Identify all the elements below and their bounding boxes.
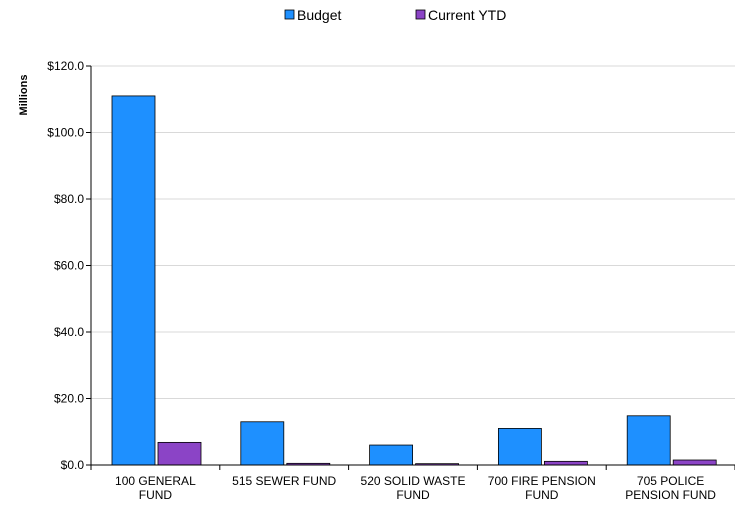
category-label: 700 FIRE PENSION FUND: [488, 474, 596, 502]
axes: [90, 66, 735, 470]
category-label: 520 SOLID WASTE FUND: [361, 474, 466, 502]
legend-swatch-0: [284, 9, 295, 20]
y-tick-label: $80.0: [54, 192, 84, 206]
bars: [111, 95, 717, 466]
y-tick-label: $20.0: [54, 392, 84, 406]
bar-budget-3: [497, 428, 542, 466]
legend: Budget Current YTD: [284, 7, 506, 23]
legend-label-0: Budget: [297, 7, 341, 23]
legend-swatch-1: [415, 9, 426, 20]
category-label-line: 515 SEWER FUND: [232, 474, 336, 488]
y-axis-label-group: Millions: [18, 75, 30, 116]
gridlines: [91, 65, 735, 399]
bar-current-ytd-4: [672, 459, 717, 466]
legend-label-1: Current YTD: [428, 7, 506, 23]
bar-current-ytd-3: [544, 460, 588, 466]
category-label-line: FUND: [139, 488, 173, 502]
bar-budget-2: [369, 444, 414, 466]
bar-budget-4: [626, 415, 671, 466]
category-label-line: FUND: [396, 488, 430, 502]
category-label: 100 GENERAL FUND: [115, 474, 196, 502]
y-tick-label: $40.0: [54, 325, 84, 339]
bar-budget-1: [240, 421, 285, 466]
bar-budget-0: [111, 95, 156, 466]
y-axis-ticks: $0.0 $20.0 $40.0 $60.0 $80.0 $100.0 $120.0: [47, 59, 91, 472]
category-label-line: 520 SOLID WASTE: [361, 474, 466, 488]
category-label-line: FUND: [525, 488, 559, 502]
y-tick-label: $120.0: [47, 59, 84, 73]
y-axis-label: Millions: [18, 75, 30, 116]
y-tick-label: $100.0: [47, 126, 84, 140]
category-label-line: 700 FIRE PENSION: [488, 474, 596, 488]
y-tick-label: $0.0: [61, 458, 85, 472]
bar-current-ytd-0: [157, 441, 202, 466]
category-label-line: 705 POLICE: [637, 474, 704, 488]
category-label: 705 POLICE PENSION FUND: [625, 474, 716, 502]
category-label-line: 100 GENERAL: [115, 474, 196, 488]
y-tick-label: $60.0: [54, 259, 84, 273]
category-label: 515 SEWER FUND: [232, 474, 336, 488]
category-label-line: PENSION FUND: [625, 488, 716, 502]
